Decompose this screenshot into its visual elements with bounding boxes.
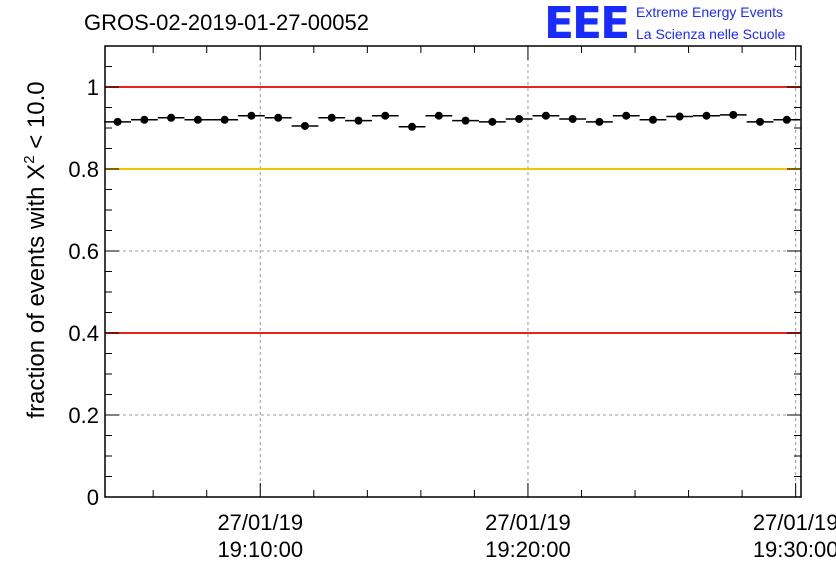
data-point bbox=[675, 112, 684, 121]
eee-logo-mark: EEE bbox=[544, 0, 630, 49]
data-point bbox=[648, 115, 657, 124]
x-tick-label-time: 19:10:00 bbox=[217, 537, 303, 562]
y-axis-label-post: < 10.0 bbox=[23, 81, 50, 156]
data-point bbox=[113, 117, 122, 126]
chart-title: GROS-02-2019-01-27-00052 bbox=[84, 10, 369, 35]
y-axis-label-symbol: X bbox=[23, 163, 50, 180]
data-point bbox=[782, 115, 791, 124]
data-point bbox=[702, 111, 711, 120]
data-point bbox=[595, 117, 604, 126]
data-point bbox=[622, 111, 631, 120]
x-tick-label-time: 19:30:00 bbox=[753, 537, 836, 562]
data-point bbox=[274, 113, 283, 122]
data-point bbox=[515, 114, 524, 123]
x-tick-label-date: 27/01/19 bbox=[753, 510, 836, 535]
data-point bbox=[354, 116, 363, 125]
data-point bbox=[247, 111, 256, 120]
data-point bbox=[300, 121, 309, 130]
data-point bbox=[756, 117, 765, 126]
y-tick-label: 0.8 bbox=[68, 157, 99, 182]
data-point bbox=[193, 115, 202, 124]
data-point bbox=[167, 113, 176, 122]
data-point bbox=[461, 116, 470, 125]
y-axis-label-sup: 2 bbox=[21, 155, 38, 164]
y-tick-label: 0 bbox=[87, 485, 99, 510]
data-point bbox=[140, 115, 149, 124]
y-axis-label-pre: fraction of events with bbox=[23, 179, 50, 419]
y-axis-label: fraction of events with X2 < 10.0 bbox=[21, 81, 51, 418]
data-point bbox=[729, 110, 738, 119]
data-point bbox=[434, 111, 443, 120]
eee-logo: EEE Extreme Energy Events La Scienza nel… bbox=[544, 2, 834, 48]
y-tick-label: 0.4 bbox=[68, 321, 99, 346]
y-tick-label: 0.2 bbox=[68, 403, 99, 428]
data-point bbox=[541, 111, 550, 120]
data-point bbox=[381, 111, 390, 120]
x-tick-label-date: 27/01/19 bbox=[217, 510, 303, 535]
x-tick-label-date: 27/01/19 bbox=[485, 510, 571, 535]
data-point bbox=[568, 114, 577, 123]
data-point bbox=[327, 113, 336, 122]
logo-line-2: La Scienza nelle Scuole bbox=[636, 26, 786, 42]
data-point bbox=[488, 117, 497, 126]
data-point bbox=[408, 122, 417, 131]
logo-line-1: Extreme Energy Events bbox=[636, 4, 784, 20]
x-tick-label-time: 19:20:00 bbox=[485, 537, 571, 562]
data-point bbox=[220, 115, 229, 124]
y-tick-label: 1 bbox=[87, 75, 99, 100]
y-tick-label: 0.6 bbox=[68, 239, 99, 264]
plot-frame bbox=[104, 45, 802, 498]
